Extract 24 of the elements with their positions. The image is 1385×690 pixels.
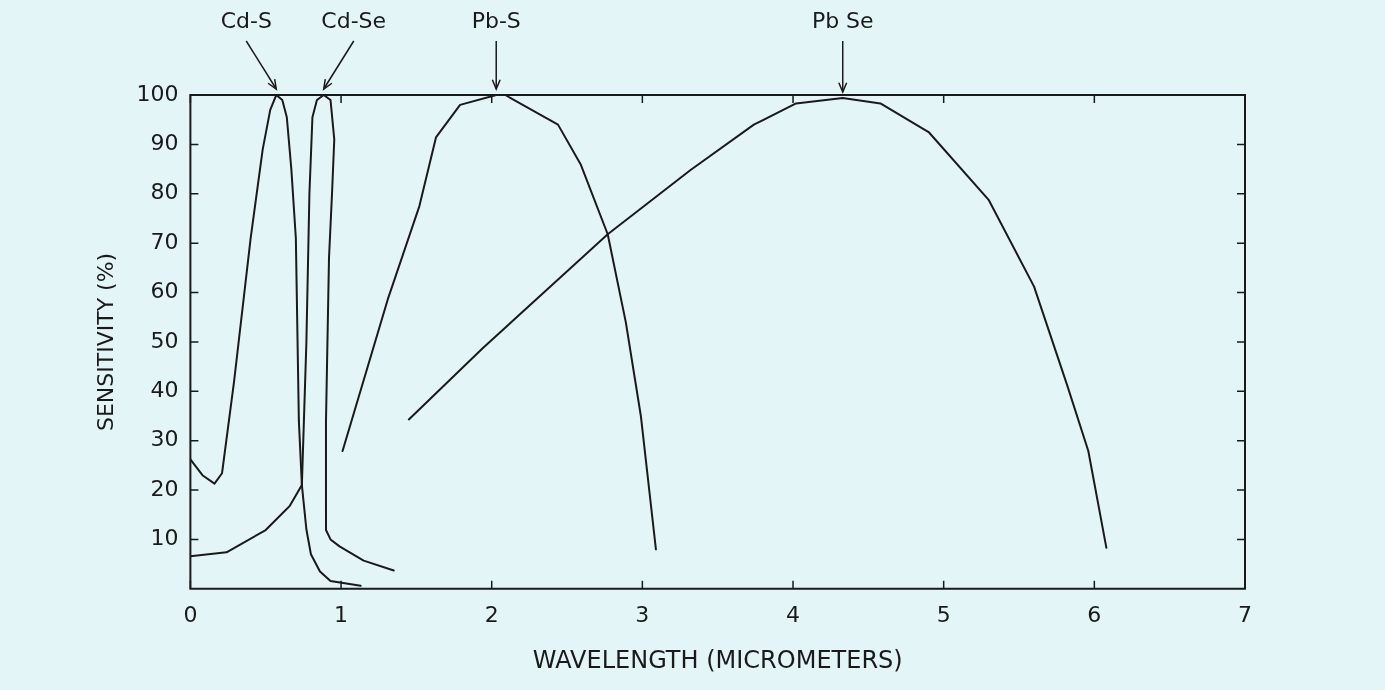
y-tick-label: 40 <box>150 377 179 402</box>
y-tick-label: 30 <box>150 426 179 452</box>
y-tick-label: 60 <box>150 278 179 304</box>
text: Pb-S <box>471 7 521 33</box>
y-tick-label: 20 <box>150 475 179 501</box>
x-tick-label: 7 <box>1238 601 1252 627</box>
x-tick-label: 3 <box>635 601 650 627</box>
x-tick-label: 4 <box>786 601 801 627</box>
y-tick-label: 70 <box>150 228 179 254</box>
x-tick-label: 2 <box>484 601 499 627</box>
y-tick-label: 80 <box>150 179 179 205</box>
y-tick-label: 10 <box>150 525 179 551</box>
x-tick-label: 1 <box>334 601 349 627</box>
text: Cd-S <box>220 7 272 33</box>
x-tick-label: 5 <box>936 601 951 627</box>
x-axis-title: WAVELENGTH (MICROMETERS) <box>532 645 903 674</box>
y-tick-label: 100 <box>136 80 179 106</box>
y-axis-title: SENSITIVITY (%) <box>92 252 118 431</box>
text: Cd-Se <box>321 7 387 33</box>
x-tick-label: 0 <box>183 601 198 627</box>
y-tick-label: 90 <box>150 130 179 156</box>
text: Pb Se <box>811 7 874 33</box>
y-tick-label: 50 <box>150 327 179 353</box>
x-tick-label: 6 <box>1087 601 1102 627</box>
